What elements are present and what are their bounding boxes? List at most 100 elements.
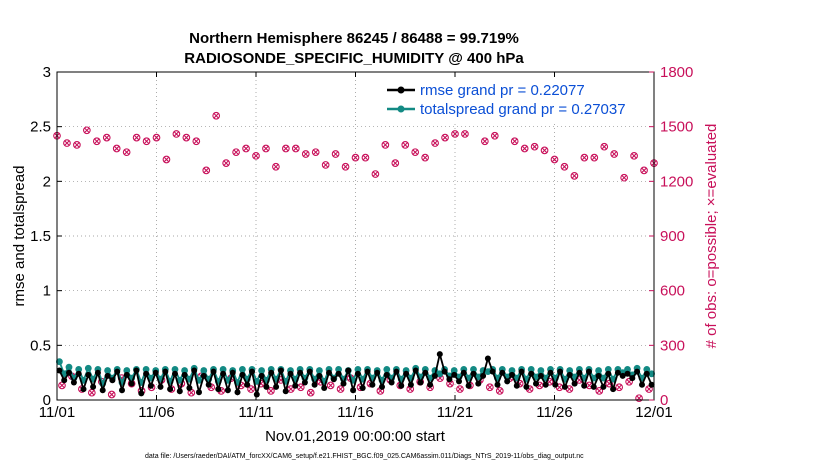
rmse-point: [427, 381, 434, 388]
rmse-point: [234, 389, 241, 396]
obs-possible-marker: [92, 137, 101, 146]
obs-possible-marker: [456, 385, 464, 393]
rmse-point: [224, 387, 231, 394]
obs-possible-marker: [411, 148, 420, 157]
totalspread-point: [316, 367, 323, 374]
obs-evaluated-marker: [362, 154, 369, 161]
rmse-point: [66, 369, 72, 376]
obs-count-point: [102, 133, 111, 142]
obs-count-point: [331, 150, 340, 158]
rmse-point: [157, 383, 164, 390]
rmse-point: [398, 382, 405, 389]
rmse-point: [123, 371, 130, 378]
obs-count-point: [540, 146, 549, 155]
obs-evaluated-marker: [402, 141, 409, 148]
obs-count-point: [351, 153, 360, 162]
obs-count-point: [520, 144, 529, 153]
rmse-point: [191, 367, 198, 374]
obs-possible-marker: [336, 385, 345, 393]
obs-possible-marker: [361, 153, 370, 162]
y2-tick-label: 600: [660, 283, 685, 300]
rmse-point: [460, 369, 467, 376]
x-tick-label: 11/26: [536, 404, 572, 421]
totalspread-point: [436, 370, 444, 378]
obs-evaluated-marker: [213, 112, 220, 119]
obs-count-point: [421, 153, 430, 162]
totalspread-point: [354, 366, 362, 373]
rmse-point: [456, 378, 462, 385]
legend-totalspread-label: totalspread grand pr = 0.27037: [420, 101, 626, 118]
obs-evaluated-marker: [93, 138, 100, 145]
y2-tick-label: 900: [660, 228, 685, 245]
obs-evaluated-marker: [173, 130, 180, 137]
rmse-point: [417, 379, 424, 386]
obs-count-point: [272, 162, 280, 171]
obs-count-point: [570, 172, 579, 180]
legend-totalspread-marker: [397, 105, 405, 113]
footer-data-file: data file: /Users/raeder/DAI/ATM_forcXX/…: [145, 453, 584, 460]
obs-evaluated-marker: [616, 384, 623, 391]
rmse-point: [552, 381, 559, 388]
obs-possible-marker: [282, 144, 290, 153]
obs-count-point: [63, 139, 71, 147]
rmse-point: [523, 383, 530, 390]
totalspread-point: [181, 367, 189, 374]
obs-possible-marker: [262, 144, 270, 153]
totalspread-point: [383, 366, 391, 373]
obs-possible-marker: [242, 144, 250, 153]
obs-count-point: [247, 385, 255, 393]
rmse-point: [249, 368, 255, 375]
obs-possible-marker: [351, 153, 360, 162]
obs-count-point: [361, 153, 370, 162]
obs-evaluated-marker: [352, 154, 359, 161]
obs-evaluated-marker: [248, 386, 255, 393]
obs-possible-marker: [401, 141, 410, 149]
rmse-point: [287, 370, 294, 377]
obs-possible-marker: [371, 170, 380, 178]
rmse-point: [61, 377, 68, 384]
rmse-point: [393, 368, 400, 375]
totalspread-point: [643, 366, 651, 373]
totalspread-point: [56, 358, 63, 366]
rmse-point: [470, 370, 477, 377]
obs-count-point: [112, 144, 121, 153]
obs-possible-marker: [252, 151, 260, 160]
obs-count-point: [456, 385, 464, 393]
x-tick-label: 11/06: [138, 404, 174, 421]
rmse-point: [383, 371, 390, 378]
rmse-point: [326, 369, 332, 376]
obs-count-point: [580, 153, 589, 162]
rmse-point: [422, 369, 429, 376]
rmse-point: [542, 381, 549, 388]
obs-evaluated-marker: [193, 138, 200, 145]
obs-possible-marker: [635, 394, 643, 403]
y-tick-label: 0.5: [30, 337, 51, 354]
rmse-point: [388, 379, 395, 386]
obs-possible-marker: [112, 144, 121, 153]
rmse-point: [465, 382, 472, 389]
totalspread-point: [75, 366, 83, 373]
obs-evaluated-marker: [272, 163, 279, 170]
y-axis-label: rmse and totalspread: [11, 166, 28, 307]
obs-possible-marker: [615, 383, 624, 392]
rmse-line: [58, 353, 653, 396]
x-axis-label: Nov.01,2019 00:00:00 start: [265, 428, 446, 445]
rmse-point: [600, 383, 607, 390]
rmse-point: [407, 381, 414, 388]
obs-count-point: [640, 166, 648, 175]
rmse-point: [244, 381, 251, 388]
obs-possible-marker: [202, 166, 211, 175]
obs-evaluated-marker: [541, 147, 548, 154]
rmse-point: [547, 369, 554, 376]
rmse-point: [639, 381, 645, 388]
obs-count-point: [326, 381, 335, 390]
obs-evaluated-marker: [163, 156, 170, 163]
obs-evaluated-marker: [297, 384, 304, 391]
obs-possible-marker: [247, 385, 255, 393]
rmse-point: [263, 383, 270, 390]
rmse-point: [335, 370, 342, 377]
obs-evaluated-marker: [442, 134, 449, 141]
obs-possible-marker: [485, 383, 494, 392]
obs-count-point: [610, 150, 619, 158]
y-tick-label: 0: [43, 392, 51, 409]
